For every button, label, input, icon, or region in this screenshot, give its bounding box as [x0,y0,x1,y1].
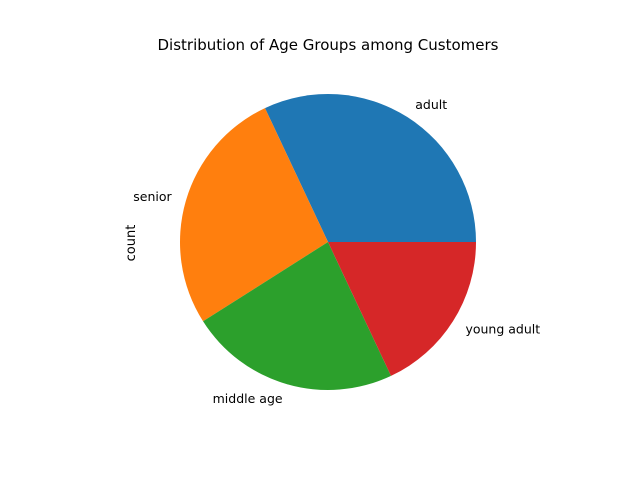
pie-label-young-adult: young adult [465,322,540,337]
pie-slice-adult [264,93,476,242]
pie-slice-middle-age [203,242,392,390]
pie-slices [179,93,476,390]
pie-label-adult: adult [415,97,447,112]
pie-labels: adult senior middle age young adult [133,97,540,406]
pie-slice-young-adult [328,242,476,376]
y-axis-label: count [124,225,139,262]
chart-title: Distribution of Age Groups among Custome… [158,36,499,54]
pie-slice-senior [179,108,328,322]
pie-label-middle-age: middle age [213,391,283,406]
pie-label-senior: senior [133,189,172,204]
